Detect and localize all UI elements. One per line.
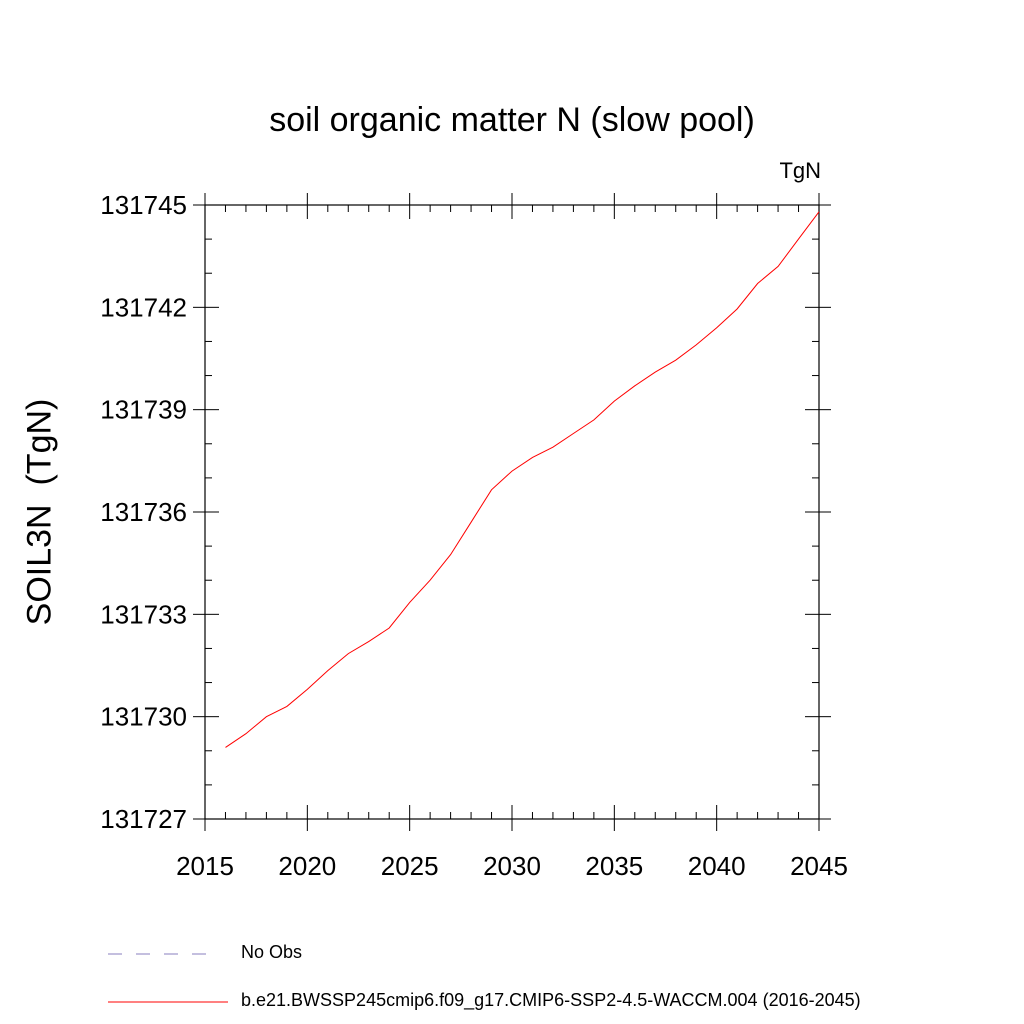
- chart-title: soil organic matter N (slow pool): [269, 101, 755, 139]
- x-tick-label: 2040: [688, 851, 746, 881]
- y-tick-label: 131739: [100, 395, 187, 425]
- axis-ticks: [193, 193, 831, 831]
- x-tick-label: 2025: [381, 851, 439, 881]
- legend-label-no-obs: No Obs: [241, 942, 303, 962]
- axis-tick-labels: 2015 2020 2025 2030 2035 2040 2045 131727 131730…: [100, 190, 848, 881]
- x-tick-label: 2030: [483, 851, 541, 881]
- y-tick-label: 131742: [100, 292, 187, 322]
- series-line: [225, 211, 820, 748]
- y-tick-label: 131730: [100, 702, 187, 732]
- x-tick-label: 2020: [278, 851, 336, 881]
- legend-lines: [108, 953, 228, 1003]
- y-tick-label: 131727: [100, 804, 187, 834]
- y-tick-label: 131733: [100, 599, 187, 629]
- y-tick-label: 131745: [100, 190, 187, 220]
- x-tick-label: 2035: [585, 851, 643, 881]
- x-tick-label: 2015: [176, 851, 234, 881]
- legend-label-model-run: b.e21.BWSSP245cmip6.f09_g17.CMIP6-SSP2-4…: [241, 990, 861, 1010]
- units-label: TgN: [779, 158, 821, 183]
- series-group: [225, 211, 820, 748]
- x-tick-label: 2045: [790, 851, 848, 881]
- y-tick-label: 131736: [100, 497, 187, 527]
- plot-frame: [204, 204, 820, 820]
